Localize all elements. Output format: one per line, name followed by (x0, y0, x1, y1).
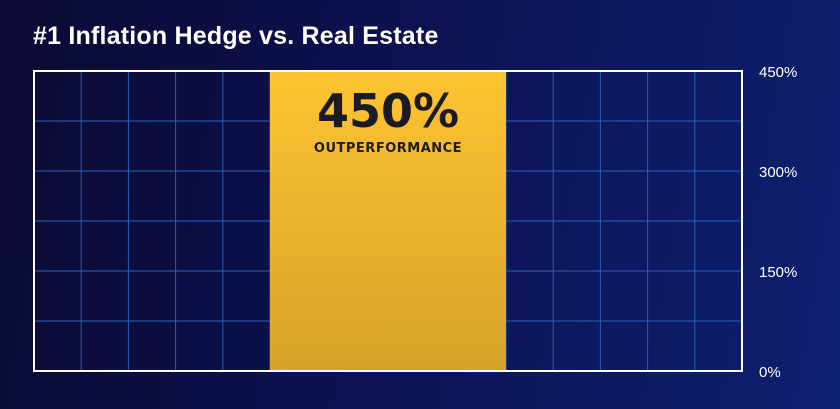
bar-sub-label: OUTPERFORMANCE (314, 141, 462, 156)
y-tick-label: 150% (759, 264, 797, 281)
bar-value-label: 450% (317, 84, 459, 138)
bars (270, 71, 506, 371)
y-tick-label: 300% (759, 164, 797, 181)
chart-title: #1 Inflation Hedge vs. Real Estate (33, 22, 439, 50)
bar (270, 71, 506, 371)
plot-frame (33, 70, 743, 372)
y-axis-ticks: 0% 150% 300% 450% (759, 64, 797, 381)
y-tick-label: 0% (759, 364, 781, 381)
y-tick-label: 450% (759, 64, 797, 81)
bar-labels: 450% OUTPERFORMANCE (314, 84, 462, 156)
